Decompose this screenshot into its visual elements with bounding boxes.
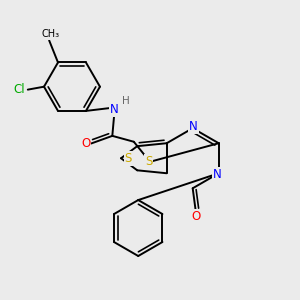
- Text: N: N: [110, 103, 119, 116]
- Text: S: S: [125, 152, 132, 165]
- Text: N: N: [213, 168, 222, 181]
- Text: H: H: [122, 96, 130, 106]
- Text: S: S: [145, 155, 152, 168]
- Text: N: N: [189, 120, 198, 133]
- Text: O: O: [81, 137, 90, 150]
- Text: O: O: [191, 210, 200, 223]
- Text: Cl: Cl: [13, 83, 25, 96]
- Text: CH₃: CH₃: [42, 29, 60, 40]
